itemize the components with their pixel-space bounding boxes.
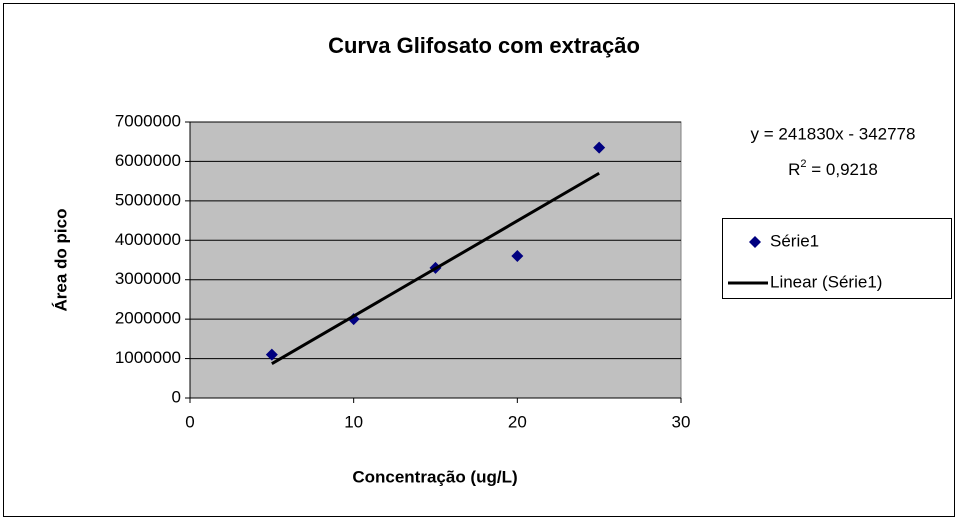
legend-marker: [749, 236, 761, 248]
y-tick-label: 1000000: [115, 348, 181, 367]
legend-label: Série1: [770, 231, 819, 250]
r2-sup: 2: [800, 158, 806, 170]
x-tick-label: 20: [508, 412, 527, 431]
trend-equation: y = 241830x - 342778: [751, 124, 916, 143]
y-tick-label: 2000000: [115, 309, 181, 328]
data-point: [511, 250, 524, 263]
x-tick-label: 30: [672, 412, 691, 431]
data-point: [593, 141, 606, 154]
data-point: [265, 348, 278, 361]
r-squared: R2 = 0,9218: [788, 158, 878, 180]
legend-label: Linear (Série1): [770, 272, 882, 291]
y-tick-label: 5000000: [115, 190, 181, 209]
y-tick-label: 6000000: [115, 151, 181, 170]
trend-line: [271, 171, 600, 365]
r2-label: R: [788, 160, 800, 179]
y-tick-label: 7000000: [115, 111, 181, 130]
x-axis-label: Concentração (ug/L): [352, 467, 517, 486]
plot-area: [189, 121, 682, 399]
y-tick-label: 0: [172, 387, 181, 406]
x-tick-label: 10: [344, 412, 363, 431]
y-tick-label: 3000000: [115, 269, 181, 288]
chart-title: Curva Glifosato com extração: [328, 33, 640, 58]
y-tick-label: 4000000: [115, 230, 181, 249]
y-axis-label: Área do pico: [51, 209, 70, 312]
legend-box: [722, 218, 952, 299]
x-tick-label: 0: [185, 412, 194, 431]
r2-value: = 0,9218: [807, 160, 878, 179]
